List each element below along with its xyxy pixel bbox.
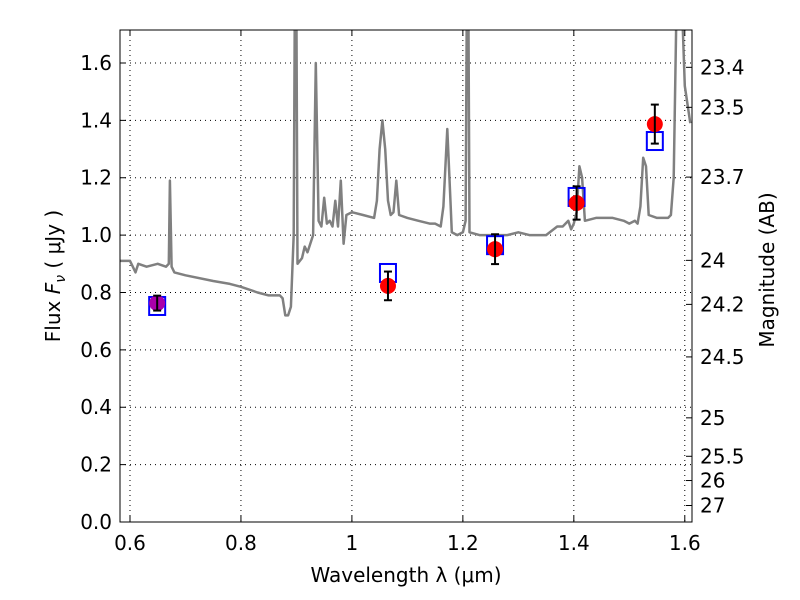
- y-tick-label: 0.6: [80, 338, 112, 362]
- x-axis-label: Wavelength λ (μm): [310, 563, 501, 587]
- y2-axis-label: Magnitude (AB): [755, 192, 779, 347]
- y2-tick-label: 24.2: [700, 292, 745, 316]
- y2-tick-label: 24: [700, 248, 725, 272]
- y-tick-label: 1.0: [80, 223, 112, 247]
- y-label-subscript: ν: [53, 275, 69, 283]
- x-tick-label: 0.6: [114, 531, 146, 555]
- y-label-symbol: F: [41, 282, 65, 294]
- plot-frame: [119, 29, 693, 523]
- y2-tick-label: 23.7: [700, 165, 745, 189]
- x-tick-label: 1: [346, 531, 359, 555]
- spectrum-layer: [120, 30, 692, 317]
- y-tick-label: 0.2: [80, 453, 112, 477]
- points-layer: [148, 103, 664, 316]
- y2-tick-label: 25.5: [700, 444, 745, 468]
- y-tick-label: 1.2: [80, 166, 112, 190]
- spectrum-line: [120, 30, 692, 317]
- y-tick-label: 0.0: [80, 510, 112, 534]
- y-label-prefix: Flux: [41, 294, 65, 342]
- y-tick-label: 1.4: [80, 108, 112, 132]
- grid: [120, 30, 692, 523]
- x-tick-label: 1.2: [447, 531, 479, 555]
- x-tick-label: 0.8: [225, 531, 257, 555]
- y2-tick-label: 23.4: [700, 55, 745, 79]
- axes: 0.6 0.8 1 1.2 1.4 1.6 0.0 0.2 0.4 0.6 0.8 1.0 1.2 1.4…: [80, 30, 745, 555]
- y2-tick-label: 25: [700, 406, 725, 430]
- y-tick-label: 0.4: [80, 395, 112, 419]
- y2-tick-label: 23.5: [700, 95, 745, 119]
- x-tick-label: 1.4: [558, 531, 590, 555]
- y-tick-label: 0.8: [80, 280, 112, 304]
- y2-tick-label: 26: [700, 469, 725, 493]
- x-tick-label: 1.6: [669, 531, 701, 555]
- y-tick-label: 1.6: [80, 51, 112, 75]
- y2-tick-label: 27: [700, 493, 725, 517]
- y-axis-label: Flux Fν ( μJy ): [41, 210, 69, 342]
- y2-tick-label: 24.5: [700, 345, 745, 369]
- y-label-unit: ( μJy ): [41, 210, 65, 275]
